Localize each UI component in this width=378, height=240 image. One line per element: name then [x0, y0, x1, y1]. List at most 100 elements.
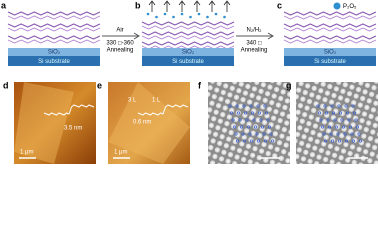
lattice-atom: [236, 111, 241, 115]
lattice-atom: [242, 104, 246, 108]
afm-image: [14, 82, 96, 164]
layer-label: 1 L: [152, 98, 161, 104]
height-profile: [137, 104, 189, 116]
lattice-atom: [260, 125, 265, 129]
oxide-bar: [8, 48, 100, 56]
lattice-atom: [270, 139, 275, 143]
lattice-atom: [262, 132, 266, 136]
dot: [163, 12, 167, 16]
lattice-atom: [257, 111, 262, 115]
arrow-top: Air: [116, 28, 123, 34]
lattice-atom: [323, 139, 328, 143]
lattice-atom: [266, 118, 270, 122]
lattice-atom: [336, 132, 340, 136]
layer: [7, 15, 101, 20]
lattice-atom: [267, 125, 272, 129]
lattice-atom: [228, 104, 232, 108]
lattice-atom: [256, 104, 260, 108]
lattice-atom: [252, 118, 256, 122]
height-profile: [43, 104, 95, 116]
oxide-bar: [284, 48, 376, 56]
layer: [141, 31, 235, 36]
arrow-top: N₂/H₂: [247, 28, 263, 34]
lattice-atom: [354, 118, 358, 122]
legend-label: P₂O₅: [343, 4, 357, 10]
layer: [141, 25, 235, 30]
panel-label: a: [1, 0, 7, 10]
lattice-atom: [333, 118, 337, 122]
layer: [7, 11, 101, 16]
flake: [108, 82, 190, 164]
lattice-atom: [253, 125, 258, 129]
height-label: 0.6 nm: [133, 120, 151, 126]
lattice-atom: [355, 125, 360, 129]
lattice-atom: [358, 139, 363, 143]
lattice-atom: [317, 111, 322, 115]
lattice-atom: [235, 139, 240, 143]
lattice-atom: [326, 118, 330, 122]
substrate-bar: [8, 56, 100, 66]
scale-label: 1 μm: [114, 150, 127, 156]
panel-label: b: [135, 0, 141, 10]
substrate-label: Si substrate: [172, 59, 204, 65]
dot: [197, 12, 201, 16]
dot: [223, 15, 226, 19]
lattice-atom: [263, 139, 268, 143]
process-arrow: [236, 32, 274, 40]
lattice-atom: [340, 118, 344, 122]
lattice-atom: [338, 111, 343, 115]
lattice-atom: [357, 132, 361, 136]
flake: [14, 82, 74, 164]
lattice-atom: [241, 132, 245, 136]
lattice-atom: [243, 111, 248, 115]
panel-label: d: [3, 80, 9, 90]
layer: [283, 27, 377, 32]
up-arrow: [193, 0, 201, 12]
lattice-atom: [256, 139, 261, 143]
lattice-atom: [322, 132, 326, 136]
lattice-atom: [263, 104, 267, 108]
layer: [7, 39, 101, 44]
figure: a SiO₂ Si substrate b SiO₂ Si substrate c SiO₂ S…: [1, 0, 378, 164]
up-arrow: [223, 0, 231, 12]
lattice-atom: [348, 125, 353, 129]
dot: [214, 12, 218, 16]
layer-label: 3 L: [128, 98, 137, 104]
panel-label: f: [198, 80, 202, 90]
lattice-atom: [330, 104, 334, 108]
layer: [141, 21, 235, 26]
lattice-atom: [345, 111, 350, 115]
oxide-label: SiO₂: [182, 50, 195, 56]
lattice-atom: [269, 132, 273, 136]
images: d 3.5 nm 1 μm e 0.6 nm 3 L 1 L 1 μm f g: [3, 80, 378, 164]
lattice-atom: [246, 125, 251, 129]
layer: [283, 39, 377, 44]
layer: [141, 35, 235, 40]
process-arrow: [102, 32, 140, 40]
lattice-atom: [351, 139, 356, 143]
lattice-atom: [330, 139, 335, 143]
lattice-atom: [234, 132, 238, 136]
dot: [189, 15, 192, 19]
lattice-atom: [337, 104, 341, 108]
lattice-atom: [337, 139, 342, 143]
lattice-atom: [249, 139, 254, 143]
lattice-atom: [245, 118, 249, 122]
stm-image: [296, 82, 378, 164]
lattice-atom: [319, 118, 323, 122]
layer: [7, 27, 101, 32]
lattice-atom: [331, 111, 336, 115]
schematics: a SiO₂ Si substrate b SiO₂ Si substrate c SiO₂ S…: [1, 0, 377, 66]
layer: [283, 15, 377, 20]
up-arrow: [208, 0, 216, 12]
lattice-atom: [264, 111, 269, 115]
stm-image: [208, 82, 290, 164]
layer: [283, 35, 377, 40]
substrate-label: Si substrate: [38, 59, 70, 65]
arrow-note: 330 □-360: [106, 41, 134, 47]
scale-label: 1 μm: [20, 150, 33, 156]
up-arrow: [163, 0, 171, 12]
lattice-atom: [344, 139, 349, 143]
lattice-atom: [238, 118, 242, 122]
lattice-atom: [232, 125, 237, 129]
